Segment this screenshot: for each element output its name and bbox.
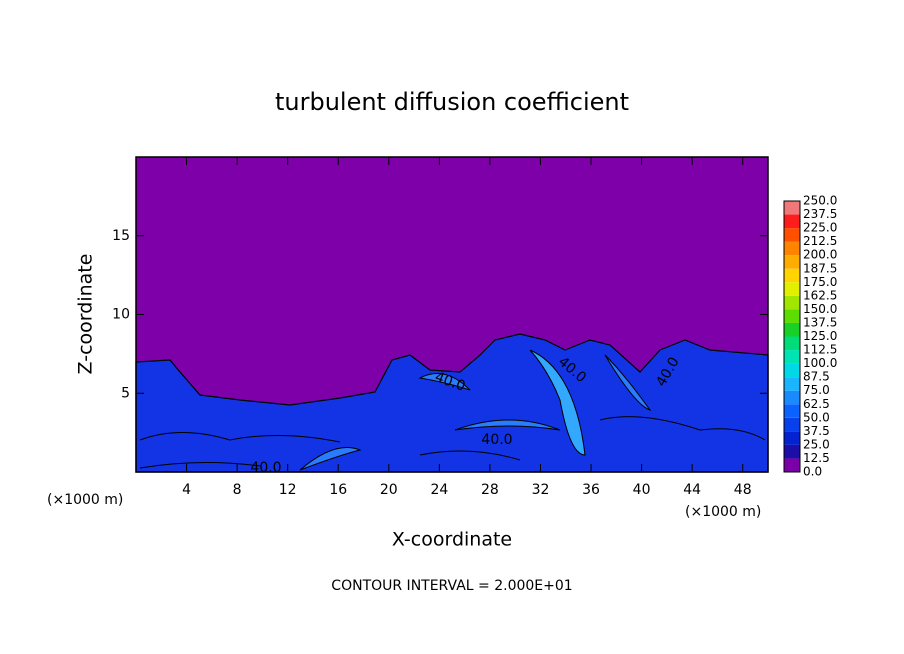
contour-line xyxy=(139,416,766,469)
colorbar-label: 175.0 xyxy=(803,275,837,289)
colorbar-swatch xyxy=(784,444,800,459)
colorbar-swatch xyxy=(784,431,800,445)
colorbar-label: 162.5 xyxy=(803,288,837,302)
x-tick-label: 16 xyxy=(329,482,347,498)
colorbar-label: 250.0 xyxy=(803,194,837,208)
contour-label: 40.0 xyxy=(250,460,281,476)
colorbar-swatch xyxy=(784,404,800,418)
unit-label: (×1000 m) xyxy=(685,504,761,520)
x-axis-label: X-coordinate xyxy=(392,529,512,551)
x-tick-label: 20 xyxy=(380,482,398,498)
colorbar-label: 125.0 xyxy=(803,329,837,343)
x-tick-label: 24 xyxy=(430,482,448,498)
colorbar-swatch xyxy=(784,201,800,215)
colorbar-label: 237.5 xyxy=(803,207,837,221)
colorbar-swatch xyxy=(784,282,800,296)
colorbar-label: 137.5 xyxy=(803,315,837,329)
streak xyxy=(604,354,652,411)
colorbar-swatch xyxy=(784,390,800,405)
x-tick-label: 32 xyxy=(532,482,550,498)
x-tick-label: 8 xyxy=(233,482,242,498)
colorbar-swatch xyxy=(784,295,800,310)
colorbar-swatch xyxy=(784,309,800,323)
colorbar-label: 12.5 xyxy=(803,451,830,465)
streak xyxy=(299,447,362,471)
colorbar-label: 100.0 xyxy=(803,356,837,370)
colorbar-label: 212.5 xyxy=(803,234,837,248)
x-tick-label: 48 xyxy=(734,482,752,498)
x-tick-label: 36 xyxy=(582,482,600,498)
contour-label: 40.0 xyxy=(481,432,512,448)
colorbar-swatch xyxy=(784,322,800,337)
colorbar-swatch xyxy=(784,255,800,269)
colorbar-label: 75.0 xyxy=(803,383,830,397)
streak xyxy=(418,373,471,391)
colorbar-label: 37.5 xyxy=(803,424,830,438)
x-tick-label: 40 xyxy=(633,482,651,498)
x-tick-label: 12 xyxy=(279,482,297,498)
colorbar-swatch xyxy=(784,241,800,256)
field xyxy=(135,157,769,473)
turbulent-region xyxy=(135,333,769,473)
unit-label: (×1000 m) xyxy=(47,492,123,508)
colorbar-swatch xyxy=(784,214,800,229)
colorbar-label: 0.0 xyxy=(803,465,822,479)
colorbar-swatch xyxy=(784,268,800,283)
colorbar-label: 87.5 xyxy=(803,370,830,384)
x-tick-label: 44 xyxy=(683,482,701,498)
colorbar-swatch xyxy=(784,336,800,351)
colorbar-swatch xyxy=(784,363,800,378)
colorbar-label: 200.0 xyxy=(803,248,837,262)
colorbar-label: 150.0 xyxy=(803,302,837,316)
streak xyxy=(529,349,586,456)
colorbar-swatch xyxy=(784,458,800,472)
colorbar-frame xyxy=(783,200,801,473)
y-tick-label: 5 xyxy=(121,385,130,401)
x-tick-label: 28 xyxy=(481,482,499,498)
colorbar-label: 112.5 xyxy=(803,343,837,357)
colorbar-label: 187.5 xyxy=(803,261,837,275)
y-tick-label: 15 xyxy=(112,228,130,244)
colorbar-label: 50.0 xyxy=(803,410,830,424)
y-axis-label: Z-coordinate xyxy=(75,254,97,375)
colorbar-label: 62.5 xyxy=(803,397,830,411)
chart-title: turbulent diffusion coefficient xyxy=(275,88,629,116)
colorbar-swatch xyxy=(784,377,800,391)
x-tick-label: 4 xyxy=(182,482,191,498)
colorbar-label: 225.0 xyxy=(803,221,837,235)
streak xyxy=(454,419,561,431)
colorbar-swatch xyxy=(784,350,800,364)
colorbar-swatch xyxy=(784,417,800,432)
footer: CONTOUR INTERVAL = 2.000E+01 xyxy=(331,578,572,594)
y-tick-label: 10 xyxy=(112,307,130,323)
colorbar-label: 25.0 xyxy=(803,437,830,451)
colorbar-swatch xyxy=(784,228,800,242)
